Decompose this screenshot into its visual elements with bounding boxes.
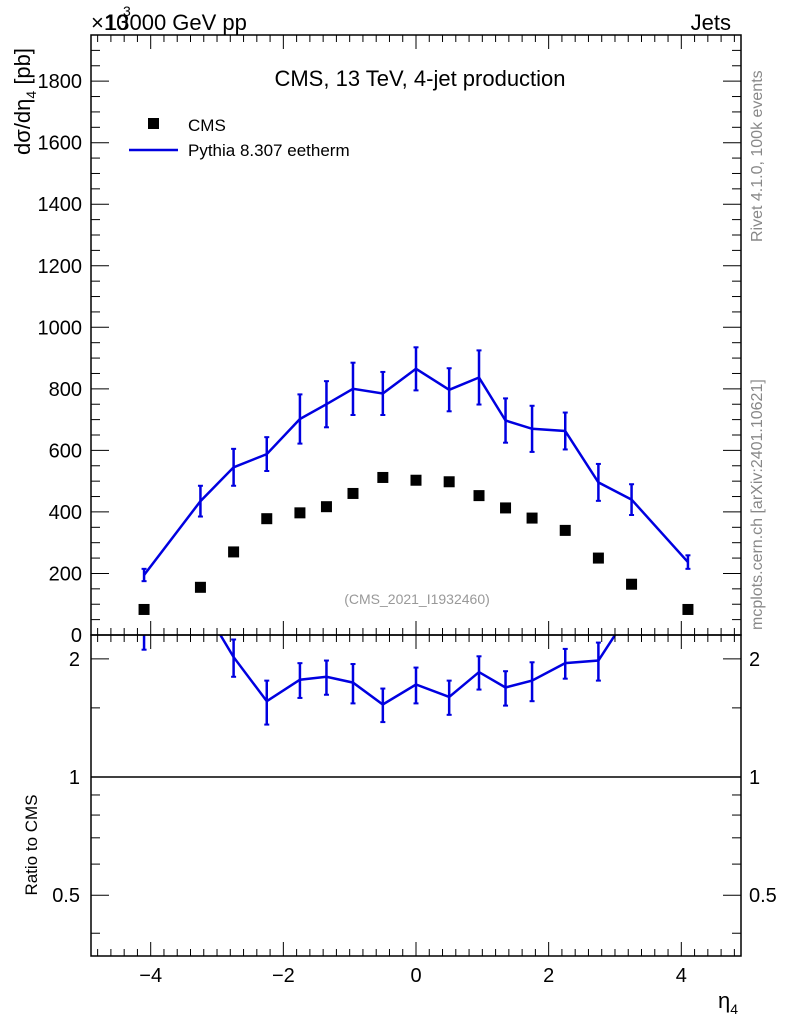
cms-data-point <box>526 512 538 524</box>
y-tick-label: 1200 <box>38 256 83 278</box>
cms-data-point <box>626 578 638 590</box>
rivet-side-label: Rivet 4.1.0, 100k events <box>749 70 766 242</box>
ratio-panel <box>91 635 741 778</box>
ratio-tick-label-right: 2 <box>749 649 760 671</box>
chart-title: CMS, 13 TeV, 4-jet production <box>274 66 565 91</box>
axes: −4 −2 0 2 4020040060080010001200140016001800… <box>38 34 777 987</box>
cms-data-point <box>138 603 150 615</box>
cms-data-point <box>592 552 604 564</box>
cms-data-point <box>682 603 694 615</box>
cms-data-point <box>377 471 389 483</box>
y-tick-label: 200 <box>49 563 82 585</box>
x-tick-label: 2 <box>543 965 554 987</box>
y-tick-label: 400 <box>49 502 82 524</box>
category-label: Jets <box>691 10 731 35</box>
cms-data-point <box>194 581 206 593</box>
analysis-id-label: (CMS_2021_I1932460) <box>344 591 490 607</box>
y-tick-label: 800 <box>49 379 82 401</box>
legend-pythia-label: Pythia 8.307 eetherm <box>188 141 350 160</box>
cms-data-point <box>473 490 485 502</box>
ratio-tick-label-left: 0.5 <box>52 885 80 907</box>
exponent-prefix: ×10 <box>91 10 128 35</box>
cms-data-point <box>443 476 455 488</box>
x-axis-label-main: η <box>718 988 730 1013</box>
cms-data-point <box>261 513 273 525</box>
ratio-tick-label-right: 0.5 <box>749 885 777 907</box>
ratio-tick-label-right: 1 <box>749 767 760 789</box>
cms-data-point <box>320 501 332 513</box>
y-tick-label: 1400 <box>38 194 83 216</box>
cms-data-point <box>347 487 359 499</box>
y-axis-label-sub: 4 <box>23 91 39 99</box>
x-tick-label: −4 <box>139 965 162 987</box>
cms-data-point <box>559 524 571 536</box>
x-tick-label: 0 <box>410 965 421 987</box>
y-tick-label: 1000 <box>38 317 83 339</box>
x-axis-label-sub: 4 <box>730 1001 738 1017</box>
x-tick-label: 4 <box>676 965 687 987</box>
y-tick-label: 1800 <box>38 71 83 93</box>
legend-cms-label: CMS <box>188 116 226 135</box>
y-tick-label: 600 <box>49 440 82 462</box>
y-axis-label-unit: [pb] <box>10 48 35 91</box>
y-axis-label: dσ/dη4 [pb] <box>10 48 39 155</box>
y-tick-label: 0 <box>71 625 82 647</box>
process-label: 13000 GeV pp <box>105 10 247 35</box>
mcplots-side-label: mcplots.cern.ch [arXiv:2401.10621] <box>749 379 766 630</box>
x-tick-label: −2 <box>272 965 295 987</box>
cms-data-point <box>500 502 512 514</box>
cms-data-point <box>294 507 306 519</box>
cms-data-point <box>228 546 240 558</box>
y-axis-label-main: dσ/dη <box>10 99 35 155</box>
ratio-tick-label-left: 1 <box>69 767 80 789</box>
cms-data-point <box>410 474 422 486</box>
main-panel <box>138 346 694 615</box>
x-axis-label: η4 <box>718 988 738 1017</box>
ratio-tick-label-left: 2 <box>69 649 80 671</box>
ratio-y-axis-label: Ratio to CMS <box>22 794 41 895</box>
pythia-line <box>143 367 689 576</box>
exponent-value: 3 <box>123 3 131 19</box>
y-tick-label: 1600 <box>38 133 83 155</box>
legend-cms-marker <box>148 118 159 129</box>
